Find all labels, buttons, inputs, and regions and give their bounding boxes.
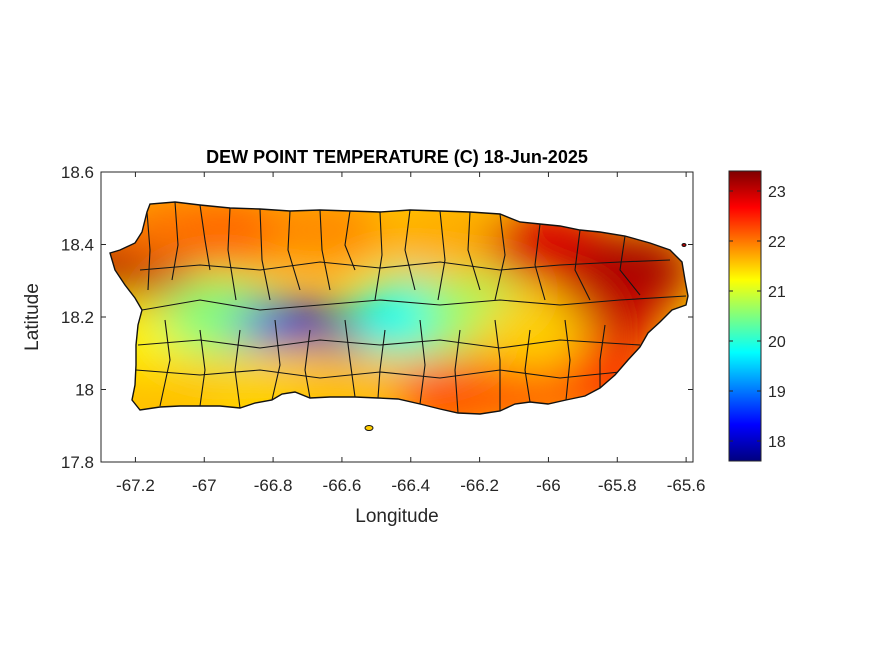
municipality-border [234, 329, 241, 409]
municipality-border [599, 324, 606, 388]
municipality-border [227, 207, 237, 301]
x-tick-label: -67.2 [116, 476, 155, 495]
x-tick-label: -66.6 [323, 476, 362, 495]
colorbar-tick-label: 22 [768, 234, 786, 251]
y-tick-label: 18.4 [61, 236, 94, 255]
colorbar-tick-label: 23 [768, 184, 786, 201]
municipality-border [377, 329, 386, 399]
x-tick-label: -65.8 [598, 476, 637, 495]
x-tick-label: -65.6 [667, 476, 706, 495]
municipality-border [454, 329, 461, 414]
colorbar-tick-label: 19 [768, 384, 786, 401]
municipality-border [137, 339, 641, 349]
colorbar [728, 170, 762, 462]
x-tick-label: -66.8 [254, 476, 293, 495]
municipality-border [344, 319, 356, 398]
y-tick-label: 18.6 [61, 163, 94, 182]
y-tick-label: 18 [75, 381, 94, 400]
islet-caja-de-muertos [364, 425, 374, 431]
y-axis: 17.8 18 18.2 18.4 18.6 [61, 163, 693, 472]
municipality-border [171, 202, 179, 281]
chart-title: DEW POINT TEMPERATURE (C) 18-Jun-2025 [206, 147, 588, 167]
municipality-border [159, 319, 171, 407]
y-tick-label: 18.2 [61, 308, 94, 327]
municipality-border [304, 329, 311, 399]
colorbar-tick-label: 20 [768, 334, 786, 351]
municipality-border [199, 204, 211, 271]
municipality-border [467, 211, 481, 291]
municipality-border [494, 319, 501, 411]
municipality-border [146, 211, 151, 291]
island-coastline [109, 201, 689, 415]
municipality-border [494, 213, 506, 301]
municipality-border [374, 211, 383, 301]
x-tick-label: -66.2 [460, 476, 499, 495]
municipality-border [319, 209, 331, 291]
municipality-border [419, 319, 426, 405]
x-tick-label: -67 [192, 476, 217, 495]
municipality-border [437, 210, 446, 301]
dew-point-region [385, 358, 506, 414]
municipality-border [287, 210, 301, 291]
x-tick-label: -66.4 [391, 476, 430, 495]
x-tick-label: -66 [536, 476, 561, 495]
municipality-border [534, 223, 546, 301]
colorbar-ticks: 18 19 20 21 22 23 [729, 184, 786, 451]
municipality-border [524, 329, 531, 403]
x-axis-label: Longitude [355, 506, 438, 527]
y-tick-label: 17.8 [61, 453, 94, 472]
municipality-border [199, 329, 206, 407]
y-axis-label: Latitude [22, 283, 43, 351]
x-axis: -67.2 -67 -66.8 -66.6 -66.4 -66.2 -66 -65.8 -65.… [116, 172, 705, 495]
municipality-border [574, 229, 591, 301]
municipality-border [344, 210, 356, 271]
colorbar-tick-label: 21 [768, 284, 786, 301]
municipality-borders [135, 202, 687, 414]
municipality-border [619, 235, 641, 296]
dew-point-region [471, 297, 592, 374]
municipality-border [259, 208, 271, 301]
municipality-border [404, 209, 416, 291]
municipality-border [564, 319, 571, 401]
colorbar-tick-label: 18 [768, 434, 786, 451]
dew-point-region [178, 202, 299, 268]
municipality-border [271, 319, 281, 401]
dew-point-region [385, 202, 506, 272]
municipality-border [139, 259, 671, 271]
islets [364, 243, 687, 431]
municipality-border [141, 295, 687, 311]
islet-east [681, 243, 687, 247]
